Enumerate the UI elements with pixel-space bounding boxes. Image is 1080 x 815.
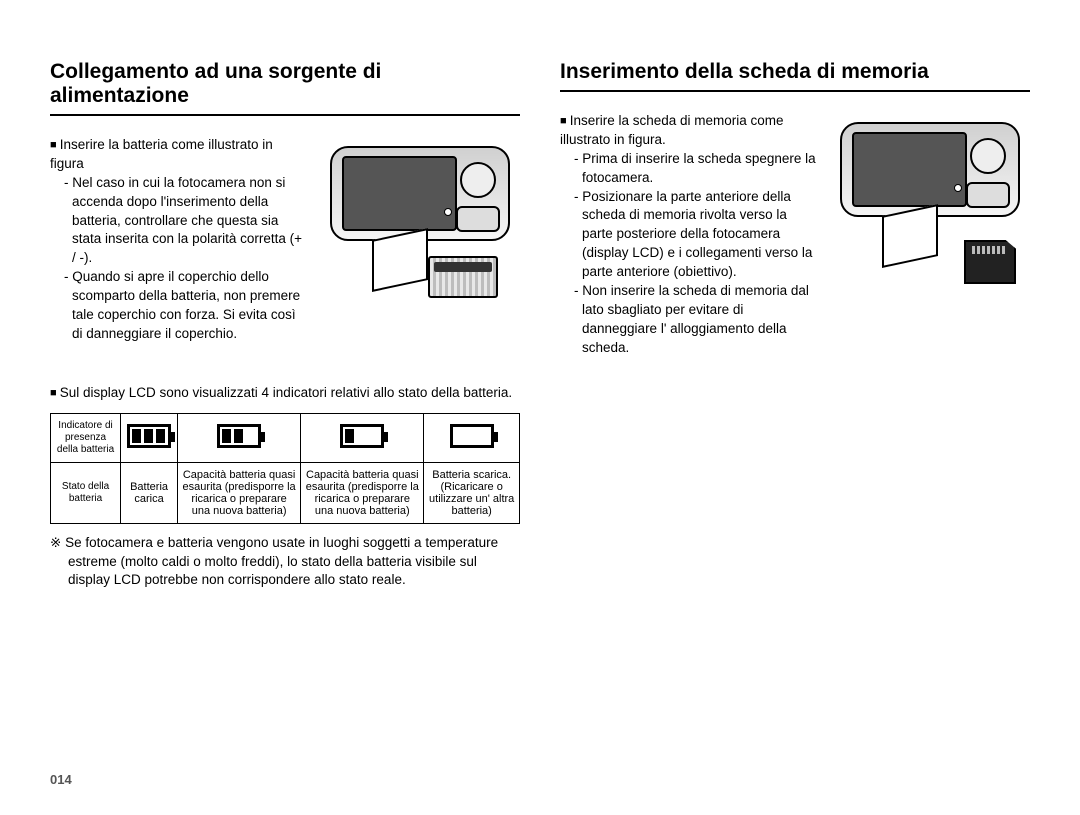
footnote-text: Se fotocamera e batteria vengono usate i… bbox=[65, 535, 498, 588]
battery-icon-cell bbox=[424, 413, 520, 462]
table-cell: Batteria carica bbox=[121, 462, 178, 523]
table-row: Stato della batteria Batteria carica Cap… bbox=[51, 462, 520, 523]
table-cell: Capacità batteria quasi esaurita (predis… bbox=[301, 462, 424, 523]
battery-icon bbox=[127, 424, 171, 448]
battery-icon-cell bbox=[121, 413, 178, 462]
footnote-symbol: ※ bbox=[50, 535, 61, 550]
left-column: Collegamento ad una sorgente di alimenta… bbox=[50, 60, 520, 740]
left-bullet: Nel caso in cui la fotocamera non si acc… bbox=[64, 174, 308, 268]
memory-card-figure bbox=[830, 112, 1030, 272]
right-text: Inserire la scheda di memoria come illus… bbox=[560, 112, 818, 358]
left-body-row: Inserire la batteria come illustrato in … bbox=[50, 136, 520, 344]
left-bullet: Quando si apre il coperchio dello scompa… bbox=[64, 268, 308, 344]
battery-indicator-note: Sul display LCD sono visualizzati 4 indi… bbox=[50, 384, 520, 403]
page-number: 014 bbox=[50, 772, 72, 787]
battery-icon bbox=[217, 424, 261, 448]
table-cell: Batteria scarica. (Ricaricare o utilizza… bbox=[424, 462, 520, 523]
right-body-row: Inserire la scheda di memoria come illus… bbox=[560, 112, 1030, 358]
left-text: Inserire la batteria come illustrato in … bbox=[50, 136, 308, 344]
battery-icon bbox=[340, 424, 384, 448]
temperature-footnote: ※ Se fotocamera e batteria vengono usate… bbox=[50, 534, 520, 591]
right-intro: Inserire la scheda di memoria come illus… bbox=[560, 113, 784, 147]
battery-icon-cell bbox=[178, 413, 301, 462]
battery-icon bbox=[450, 424, 494, 448]
table-header-icon: Indicatore di presenza della batteria bbox=[51, 413, 121, 462]
table-row: Indicatore di presenza della batteria bbox=[51, 413, 520, 462]
right-bullet: Non inserire la scheda di memoria dal la… bbox=[574, 282, 818, 358]
battery-icon-cell bbox=[301, 413, 424, 462]
table-header-status: Stato della batteria bbox=[51, 462, 121, 523]
right-column: Inserimento della scheda di memoria Inse… bbox=[560, 60, 1030, 740]
battery-figure bbox=[320, 136, 520, 296]
right-bullet: Posizionare la parte anteriore della sch… bbox=[574, 188, 818, 282]
left-intro: Inserire la batteria come illustrato in … bbox=[50, 137, 273, 171]
section-title-power: Collegamento ad una sorgente di alimenta… bbox=[50, 60, 520, 116]
section-title-memory: Inserimento della scheda di memoria bbox=[560, 60, 1030, 92]
manual-page: Collegamento ad una sorgente di alimenta… bbox=[50, 60, 1030, 740]
right-bullet: Prima di inserire la scheda spegnere la … bbox=[574, 150, 818, 188]
battery-status-table: Indicatore di presenza della batteria St… bbox=[50, 413, 520, 524]
table-cell: Capacità batteria quasi esaurita (predis… bbox=[178, 462, 301, 523]
